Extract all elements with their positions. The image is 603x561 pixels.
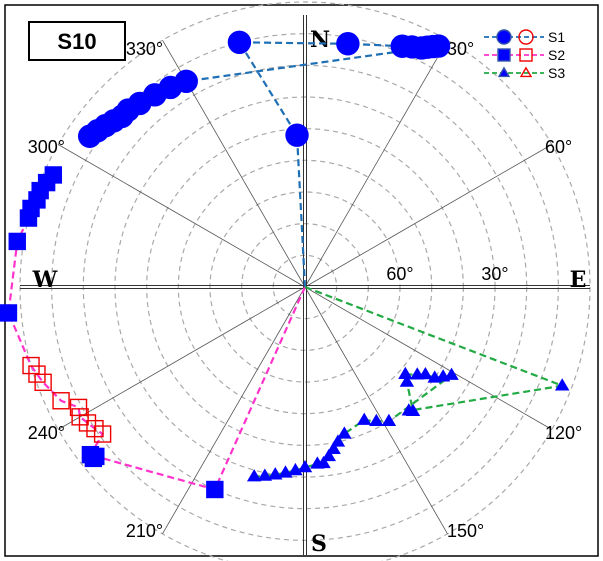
- data-point-s2-13: [0, 304, 18, 322]
- data-point-s2-12: [22, 356, 40, 375]
- legend-marker-filled: [496, 29, 512, 45]
- data-point-s3-13: [337, 426, 352, 439]
- data-point-s3-9: [444, 367, 459, 380]
- data-point-s3-11: [369, 413, 384, 426]
- legend-marker-filled: [497, 48, 511, 62]
- grid-ring: [114, 96, 496, 478]
- legend-label: S1: [548, 29, 565, 45]
- legend-label: S3: [548, 65, 565, 81]
- data-point-s3-18: [310, 456, 325, 469]
- panel-label: S10: [57, 29, 96, 54]
- cardinal-label-west: W: [32, 267, 58, 293]
- grid-ring: [209, 191, 401, 383]
- data-point-s3-2: [405, 403, 421, 417]
- legend-entry-s1: S1: [484, 29, 565, 45]
- grid-ring: [272, 254, 338, 320]
- data-point-s2-14: [8, 232, 26, 251]
- grid-ring: [146, 128, 464, 446]
- grid-spoke: [304, 286, 448, 535]
- panel-label-box: S10: [28, 21, 126, 61]
- series-layer: [0, 30, 570, 499]
- legend-marker-open: [519, 66, 533, 78]
- legend-marker-open: [519, 48, 533, 62]
- data-point-s2-9: [52, 392, 70, 410]
- axis-labels: N E S W 330° 30° 300° 60° 240° 120° 210° 150° 60° 30°: [28, 27, 587, 557]
- angle-label-60: 60°: [545, 137, 572, 157]
- data-point-s3-23: [257, 468, 273, 481]
- angle-label-150: 150°: [447, 521, 484, 541]
- data-point-s3-0: [554, 378, 570, 391]
- angle-label-210: 210°: [126, 521, 163, 541]
- angle-label-30: 30°: [447, 39, 474, 59]
- grid-ring: [177, 159, 433, 415]
- data-point-s1-2: [336, 32, 360, 56]
- panel-label-frame: [28, 21, 126, 61]
- angle-label-120: 120°: [545, 423, 582, 443]
- radial-label-60: 60°: [386, 264, 413, 284]
- angle-label-300: 300°: [28, 137, 65, 157]
- cardinal-label-north: N: [310, 27, 330, 53]
- data-point-s3-12: [357, 412, 372, 425]
- legend-label: S2: [548, 47, 565, 63]
- data-point-s3-24: [246, 469, 262, 482]
- legend-entry-s2: S2: [484, 47, 565, 63]
- grid-ring: [19, 1, 591, 561]
- series-s2: [0, 166, 307, 499]
- data-point-s2-7: [71, 408, 89, 426]
- grid-spoke: [162, 286, 306, 535]
- grid-spoke: [304, 144, 553, 288]
- data-point-s2-0: [206, 480, 224, 499]
- cardinal-label-south: S: [311, 531, 327, 557]
- data-point-s3-16: [321, 448, 337, 462]
- grid-spoke: [304, 39, 448, 288]
- data-point-s3-4: [398, 366, 413, 380]
- polar-grid: [19, 1, 591, 561]
- data-point-s3-3: [399, 374, 415, 387]
- data-point-s3-10: [381, 413, 397, 427]
- grid-spoke: [304, 286, 553, 430]
- cardinal-label-east: E: [570, 267, 587, 293]
- series-s1: [77, 30, 451, 288]
- series-s3: [246, 285, 570, 482]
- angle-label-330: 330°: [126, 39, 163, 59]
- grid-ring: [241, 223, 369, 351]
- data-point-s3-6: [418, 366, 433, 380]
- legend-marker-open: [518, 29, 534, 45]
- data-point-s2-20: [44, 166, 63, 184]
- grid-spoke: [57, 144, 306, 288]
- angle-label-240: 240°: [28, 423, 65, 443]
- data-point-s1-0: [285, 123, 309, 147]
- data-point-s3-21: [278, 465, 293, 478]
- grid-spoke: [57, 286, 306, 430]
- legend-marker-filled: [497, 66, 511, 78]
- data-point-s3-19: [297, 459, 313, 473]
- data-point-s1-1: [227, 30, 252, 54]
- data-point-s1-8: [426, 34, 451, 58]
- legend: S1 S2 S3: [484, 29, 565, 81]
- data-point-s1-18: [77, 124, 102, 148]
- data-point-s3-15: [326, 441, 341, 454]
- radial-label-30: 30°: [481, 264, 508, 284]
- data-point-s2-8: [69, 398, 88, 417]
- data-point-s3-20: [288, 462, 303, 476]
- data-point-s3-14: [330, 434, 346, 447]
- data-point-s3-22: [268, 467, 283, 480]
- grid-ring: [51, 33, 559, 541]
- legend-entry-s3: S3: [484, 65, 565, 81]
- data-point-s2-3: [81, 445, 100, 464]
